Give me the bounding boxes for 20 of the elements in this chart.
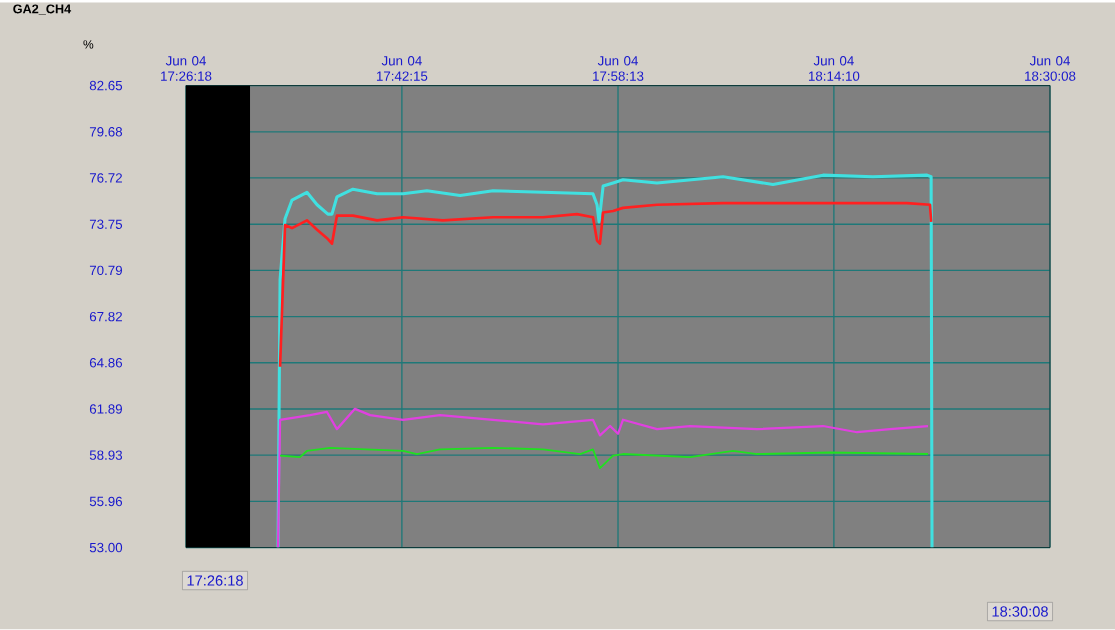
y-tick-label: 55.96 [89, 496, 123, 507]
x-tick-label: Jun 04 18:14:10 [808, 56, 860, 82]
y-tick-label: 64.86 [89, 358, 123, 368]
x-tick-label: Jun 04 17:42:15 [376, 56, 428, 82]
y-axis-title: % [83, 40, 94, 49]
text: 18:30:08 [992, 606, 1048, 617]
y-tick-label: 70.79 [89, 265, 122, 276]
y-tick-label: 73.75 [89, 219, 123, 230]
x-tick-label: Jun 04 17:58:13 [593, 56, 644, 82]
y-tick-label: 79.68 [89, 127, 123, 137]
x-tick-label: Jun 04 17:26:18 [161, 56, 212, 82]
text: 17:26:18 [187, 575, 243, 586]
y-tick-label: 82.65 [89, 81, 123, 91]
y-tick-label: 61.89 [89, 404, 122, 414]
y-tick-label: 67.82 [89, 312, 122, 322]
y-tick-label: 53.00 [89, 543, 123, 553]
x-tick-label: Jun 04 18:30:08 [1025, 56, 1076, 82]
y-tick-label: 76.72 [89, 173, 122, 183]
y-tick-label: 58.93 [89, 450, 123, 461]
text: GA2_CH4 [13, 4, 72, 16]
